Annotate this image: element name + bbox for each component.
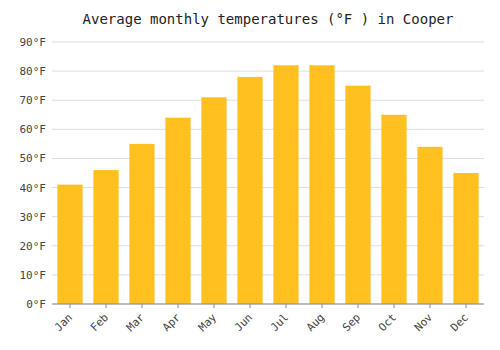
y-tick-label: 40°F — [20, 182, 47, 195]
y-tick-label: 10°F — [20, 269, 47, 282]
bar — [453, 173, 478, 304]
title: Average monthly temperatures (°F ) in Co… — [83, 11, 454, 27]
x-tick — [358, 304, 359, 308]
bar — [417, 147, 442, 304]
bar — [201, 97, 226, 304]
grid-line — [52, 304, 484, 305]
y-tick-label: 80°F — [20, 65, 47, 78]
x-axis-line — [52, 304, 484, 305]
y-tick-label: 20°F — [20, 240, 47, 253]
bar — [57, 185, 82, 304]
x-tick — [286, 304, 287, 308]
x-tick — [394, 304, 395, 308]
x-tick — [142, 304, 143, 308]
x-tick-label: Mar — [124, 311, 148, 335]
bar — [129, 144, 154, 304]
x-tick-label: Oct — [376, 311, 399, 334]
x-tick-label: Apr — [160, 311, 184, 335]
x-tick-label: May — [196, 311, 220, 335]
grid-line — [52, 42, 484, 43]
bar — [345, 86, 370, 304]
y-tick-label: 0°F — [26, 298, 46, 311]
x-tick-label: Sep — [340, 311, 363, 334]
y-tick-label: 50°F — [20, 152, 47, 165]
bar — [237, 77, 262, 304]
x-tick-label: Jan — [52, 311, 75, 334]
x-tick-label: Jun — [232, 311, 255, 334]
x-tick-label: Jul — [268, 311, 291, 334]
x-tick — [214, 304, 215, 308]
y-tick-label: 60°F — [20, 123, 47, 136]
x-tick-label: Aug — [304, 311, 327, 334]
x-tick-label: Dec — [448, 311, 471, 334]
x-tick — [70, 304, 71, 308]
x-tick — [106, 304, 107, 308]
y-tick-label: 30°F — [20, 211, 47, 224]
grid-line — [52, 100, 484, 101]
x-tick — [466, 304, 467, 308]
bar — [273, 65, 298, 304]
grid-line — [52, 71, 484, 72]
x-tick — [250, 304, 251, 308]
grid-line — [52, 129, 484, 130]
x-tick — [430, 304, 431, 308]
y-tick-label: 90°F — [20, 36, 47, 49]
x-axis: Jan Feb Mar Apr May Jun Jul Aug Sep Oct Nov Dec — [52, 304, 484, 334]
bars — [57, 65, 478, 304]
bar — [93, 170, 118, 304]
bar — [165, 118, 190, 304]
y-axis: 0°F 10°F 20°F 30°F 40°F 50°F 60°F 70°F 80°F 90°F — [20, 36, 485, 311]
x-tick-label: Feb — [88, 311, 111, 334]
y-tick-label: 70°F — [20, 94, 47, 107]
x-tick-label: Nov — [412, 311, 436, 335]
bar — [309, 65, 334, 304]
chart: Average monthly temperatures (°F ) in Co… — [0, 0, 500, 350]
x-tick — [178, 304, 179, 308]
bar — [381, 115, 406, 304]
x-tick — [322, 304, 323, 308]
